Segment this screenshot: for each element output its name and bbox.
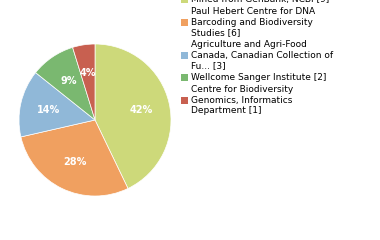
Wedge shape [21,120,128,196]
Text: 42%: 42% [129,104,152,114]
Text: 4%: 4% [80,68,96,78]
Wedge shape [73,44,95,120]
Text: 9%: 9% [60,76,77,86]
Wedge shape [19,73,95,137]
Text: 14%: 14% [38,104,61,114]
Text: 28%: 28% [63,157,86,168]
Wedge shape [95,44,171,188]
Wedge shape [36,47,95,120]
Legend: Mined from GenBank, NCBI [9], Paul Hebert Centre for DNA
Barcoding and Biodivers: Mined from GenBank, NCBI [9], Paul Heber… [180,0,334,115]
